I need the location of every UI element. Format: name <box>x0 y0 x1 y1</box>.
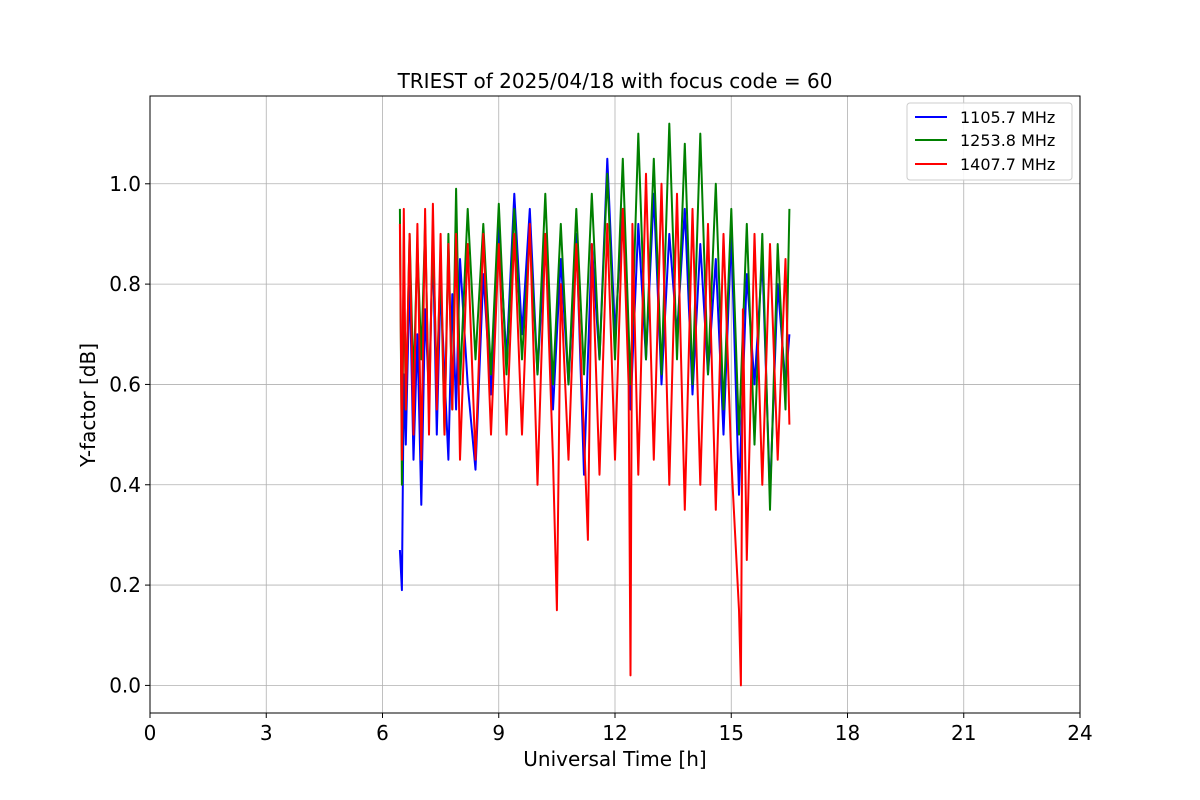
legend-box <box>906 102 1073 181</box>
y-tick-label: 1.0 <box>109 172 141 196</box>
y-tick-label: 0.2 <box>109 573 141 597</box>
x-axis-label: Universal Time [h] <box>523 747 706 771</box>
legend-label-1407: 1407.7 MHz <box>960 155 1055 174</box>
y-tick-label: 0.6 <box>109 372 141 396</box>
x-tick-label: 18 <box>835 721 860 745</box>
legend-label-1105: 1105.7 MHz <box>960 108 1055 127</box>
x-tick-label: 9 <box>492 721 505 745</box>
series-line-2 <box>398 172 791 687</box>
x-tick-label: 12 <box>602 721 627 745</box>
x-tick-label: 24 <box>1067 721 1092 745</box>
grid <box>149 96 1081 713</box>
y-axis-label: Y-factor [dB] <box>76 343 100 468</box>
legend-label-1253: 1253.8 MHz <box>960 131 1055 150</box>
y-tick-label: 0.8 <box>109 272 141 296</box>
x-tick-label: 0 <box>144 721 157 745</box>
x-tick-label: 6 <box>376 721 389 745</box>
series-layer <box>398 122 791 687</box>
ticks: 0 3 6 9 12 15 18 21 24 0.0 0.2 0.4 0.6 0.8 1.0 <box>109 172 1093 745</box>
legend: 1105.7 MHz 1253.8 MHz 1407.7 MHz <box>906 102 1073 181</box>
x-tick-label: 21 <box>951 721 976 745</box>
chart-title: TRIEST of 2025/04/18 with focus code = 6… <box>397 69 833 93</box>
x-tick-label: 15 <box>719 721 744 745</box>
x-tick-label: 3 <box>260 721 273 745</box>
y-tick-label: 0.0 <box>109 673 141 697</box>
y-tick-label: 0.4 <box>109 473 141 497</box>
